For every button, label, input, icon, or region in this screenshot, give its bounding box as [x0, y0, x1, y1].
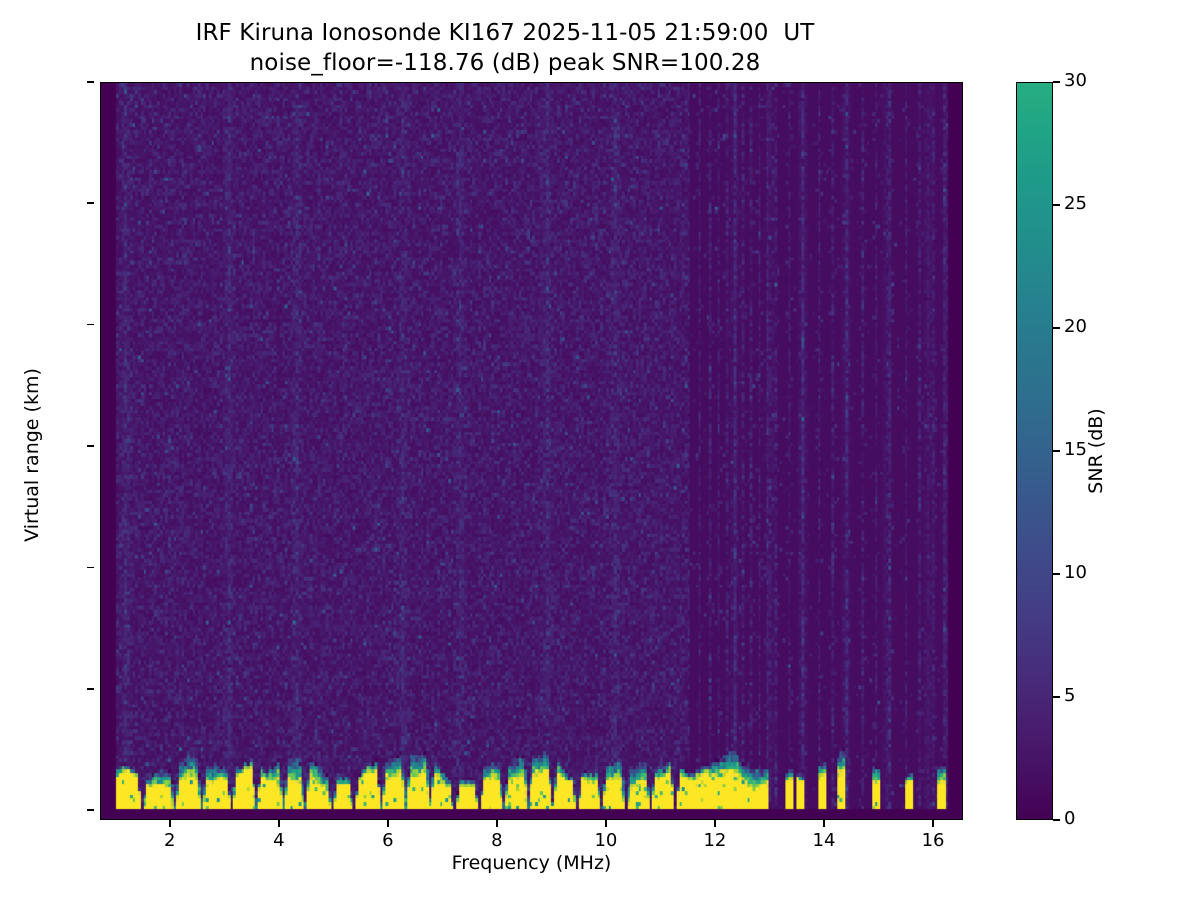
- x-tick-label: 16: [921, 830, 945, 851]
- colorbar-tick-label: 10: [1064, 562, 1087, 583]
- colorbar: 0 5 10 15 20 25 30: [1016, 70, 1087, 829]
- colorbar-tick-label: 20: [1064, 316, 1087, 337]
- x-axis-label: Frequency (MHz): [451, 852, 612, 874]
- x-tick-label: 2: [164, 830, 176, 851]
- x-tick-label: 10: [594, 830, 618, 851]
- title-line-1: IRF Kiruna Ionosonde KI167 2025-11-05 21…: [195, 20, 815, 46]
- plot-axes: [100, 82, 963, 820]
- x-tick-label: 14: [812, 830, 836, 851]
- colorbar-gradient: [1016, 82, 1053, 820]
- colorbar-tick-mark: [1053, 573, 1060, 575]
- colorbar-tick-label: 15: [1064, 439, 1087, 460]
- x-tick-mark: [932, 820, 934, 827]
- colorbar-tick-mark: [1053, 204, 1060, 206]
- ionogram-heatmap: [101, 83, 962, 819]
- x-tick-mark: [278, 820, 280, 827]
- y-tick-mark: [87, 809, 94, 811]
- x-tick-label: 4: [273, 830, 285, 851]
- y-tick-mark: [87, 687, 94, 690]
- colorbar-tick-mark: [1053, 819, 1060, 821]
- x-tick-label: 6: [382, 830, 394, 851]
- x-tick-mark: [387, 820, 389, 827]
- x-tick-mark: [714, 820, 716, 827]
- y-tick-mark: [87, 81, 94, 83]
- colorbar-tick-mark: [1053, 450, 1060, 452]
- x-tick-mark: [605, 820, 607, 827]
- colorbar-tick-mark: [1053, 327, 1060, 329]
- colorbar-tick-mark: [1053, 81, 1060, 83]
- figure-title: IRF Kiruna Ionosonde KI167 2025-11-05 21…: [0, 18, 1010, 78]
- y-axis-label: Virtual range (km): [21, 368, 43, 542]
- y-tick-mark: [87, 566, 94, 569]
- x-tick-label: 12: [703, 830, 727, 851]
- colorbar-label: SNR (dB): [1085, 408, 1107, 494]
- x-tick-mark: [496, 820, 498, 827]
- y-tick-mark: [87, 445, 94, 447]
- y-tick-mark: [87, 323, 94, 326]
- colorbar-tick-label: 30: [1064, 70, 1087, 91]
- x-tick-label: 8: [491, 830, 503, 851]
- colorbar-tick-label: 5: [1064, 685, 1076, 706]
- colorbar-tick-label: 0: [1064, 808, 1076, 829]
- x-tick-mark: [168, 820, 171, 827]
- title-line-2: noise_floor=-118.76 (dB) peak SNR=100.28: [249, 50, 761, 76]
- y-tick-mark: [87, 202, 94, 204]
- colorbar-tick-label: 25: [1064, 193, 1087, 214]
- colorbar-tick-mark: [1053, 696, 1060, 698]
- x-tick-mark: [823, 820, 825, 827]
